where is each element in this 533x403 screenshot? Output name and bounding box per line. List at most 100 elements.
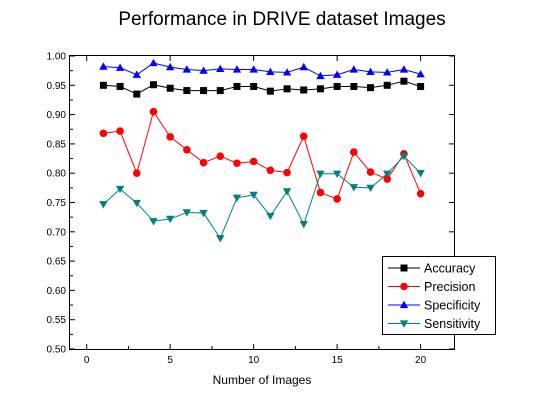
specificity-point bbox=[165, 62, 175, 71]
x-tick-label: 0 bbox=[84, 355, 90, 366]
specificity-point bbox=[282, 68, 292, 76]
plot-frame bbox=[69, 55, 455, 350]
specificity-point bbox=[316, 71, 325, 80]
precision-point bbox=[249, 157, 258, 166]
x-tick-label: 20 bbox=[415, 355, 427, 366]
sensitivity-point bbox=[216, 235, 225, 243]
y-tick-label: 0.50 bbox=[47, 345, 67, 356]
chart-title: Performance in DRIVE dataset Images bbox=[118, 9, 445, 30]
y-tick-label: 0.80 bbox=[47, 169, 67, 180]
y-tick-label: 0.90 bbox=[47, 110, 67, 121]
accuracy-point bbox=[116, 82, 124, 90]
sensitivity-point bbox=[366, 184, 375, 193]
accuracy-point bbox=[367, 84, 375, 92]
legend: Accuracy Precision Specificity Sensitivity bbox=[382, 256, 496, 335]
sensitivity-point bbox=[99, 201, 108, 209]
x-axis: 0 5 10 15 20 bbox=[84, 56, 427, 366]
precision-point bbox=[266, 166, 275, 175]
accuracy-point bbox=[200, 87, 208, 95]
x-tick-label: 15 bbox=[332, 355, 344, 366]
y-tick-label: 1.00 bbox=[47, 52, 67, 63]
precision-point bbox=[199, 158, 208, 167]
sensitivity-point bbox=[383, 170, 392, 178]
precision-point bbox=[166, 133, 174, 141]
y-tick-label: 0.75 bbox=[47, 198, 67, 209]
legend-specificity-marker bbox=[399, 300, 409, 309]
specificity-point bbox=[249, 65, 258, 73]
sensitivity-point bbox=[149, 218, 158, 226]
x-tick-label: 5 bbox=[167, 355, 173, 366]
accuracy-point bbox=[149, 81, 157, 89]
legend-precision-marker bbox=[400, 282, 408, 291]
precision-point bbox=[283, 168, 291, 177]
sensitivity-point bbox=[115, 185, 125, 194]
specificity-point bbox=[399, 65, 409, 73]
specificity-point bbox=[149, 58, 158, 67]
legend-precision-label: Precision bbox=[424, 280, 475, 294]
precision-point bbox=[216, 152, 225, 161]
accuracy-point bbox=[333, 82, 341, 90]
precision-line bbox=[103, 110, 422, 200]
accuracy-point bbox=[417, 82, 425, 90]
specificity-point bbox=[383, 68, 392, 76]
sensitivity-line bbox=[103, 155, 421, 240]
precision-point bbox=[416, 189, 425, 198]
precision-point bbox=[299, 132, 308, 141]
sensitivity-point bbox=[399, 153, 409, 161]
accuracy-point bbox=[266, 87, 274, 95]
y-tick-label: 0.85 bbox=[47, 139, 67, 150]
accuracy-point bbox=[300, 86, 308, 94]
sensitivity-point bbox=[266, 212, 275, 221]
specificity-point bbox=[182, 65, 192, 73]
precision-point bbox=[99, 129, 108, 138]
accuracy-point bbox=[283, 85, 291, 93]
legend-specificity-label: Specificity bbox=[424, 299, 481, 313]
accuracy-point bbox=[216, 87, 224, 95]
y-tick-label: 0.70 bbox=[47, 227, 67, 238]
y-tick-label: 0.95 bbox=[47, 81, 67, 92]
sensitivity-point bbox=[182, 209, 192, 217]
sensitivity-point bbox=[199, 209, 208, 218]
y-tick-label: 0.60 bbox=[47, 286, 67, 297]
sensitivity-point bbox=[232, 194, 242, 203]
accuracy-point bbox=[233, 82, 241, 90]
accuracy-point bbox=[183, 87, 191, 95]
specificity-point bbox=[266, 67, 275, 75]
legend-accuracy-label: Accuracy bbox=[424, 262, 476, 276]
accuracy-point bbox=[250, 82, 258, 90]
specificity-point bbox=[216, 64, 225, 73]
accuracy-point bbox=[350, 82, 358, 90]
specificity-point bbox=[366, 67, 375, 75]
legend-accuracy-marker bbox=[400, 264, 408, 272]
specificity-point bbox=[232, 65, 242, 73]
specificity-point bbox=[115, 63, 125, 71]
sensitivity-point bbox=[165, 215, 175, 224]
precision-point bbox=[316, 188, 325, 197]
legend-sensitivity-label: Sensitivity bbox=[424, 317, 481, 331]
series-layer bbox=[99, 58, 425, 243]
precision-point bbox=[233, 159, 241, 168]
precision-point bbox=[350, 148, 358, 156]
precision-point bbox=[366, 168, 375, 176]
accuracy-point bbox=[99, 81, 107, 89]
precision-point bbox=[149, 107, 158, 116]
precision-point bbox=[183, 145, 191, 154]
specificity-point bbox=[299, 62, 308, 71]
specificity-point bbox=[99, 62, 108, 70]
specificity-point bbox=[199, 66, 208, 74]
accuracy-point bbox=[133, 90, 141, 98]
sensitivity-point bbox=[349, 184, 359, 192]
precision-point bbox=[333, 195, 341, 203]
sensitivity-point bbox=[332, 170, 342, 178]
specificity-point bbox=[416, 69, 425, 78]
sensitivity-point bbox=[282, 188, 292, 196]
specificity-point bbox=[332, 70, 342, 78]
y-tick-label: 0.65 bbox=[47, 257, 67, 268]
specificity-point bbox=[349, 65, 359, 73]
x-axis-label: Number of Images bbox=[213, 373, 312, 387]
sensitivity-point bbox=[299, 221, 308, 229]
sensitivity-point bbox=[249, 191, 258, 200]
sensitivity-point bbox=[316, 170, 325, 178]
accuracy-point bbox=[316, 85, 324, 93]
